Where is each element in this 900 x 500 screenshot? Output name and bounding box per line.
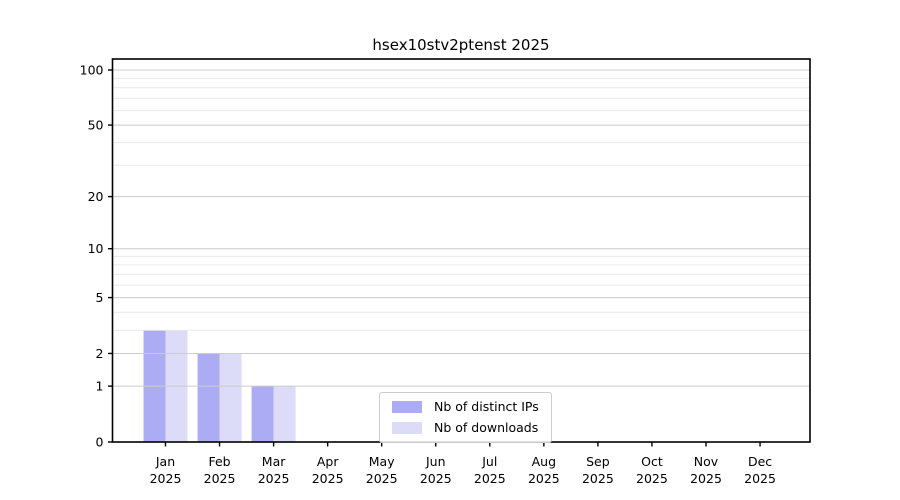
y-tick-label: 50 (88, 118, 104, 133)
y-tick-label: 100 (80, 63, 104, 78)
bar (197, 353, 220, 442)
bar (273, 386, 296, 442)
bar (219, 353, 242, 442)
x-tick-label: Nov (694, 454, 719, 469)
legend: Nb of distinct IPs Nb of downloads (379, 392, 552, 443)
x-tick-year-label: 2025 (258, 471, 290, 486)
x-tick-year-label: 2025 (204, 471, 236, 486)
x-tick-year-label: 2025 (366, 471, 398, 486)
bar (251, 386, 274, 442)
x-tick-year-label: 2025 (690, 471, 722, 486)
x-tick-year-label: 2025 (528, 471, 560, 486)
legend-item: Nb of distinct IPs (392, 399, 539, 415)
x-tick-label: Jul (481, 454, 497, 469)
x-tick-label: Feb (208, 454, 230, 469)
legend-item: Nb of downloads (392, 420, 539, 436)
y-tick-label: 1 (96, 379, 104, 394)
legend-swatch-icon (392, 401, 422, 413)
x-tick-label: Mar (262, 454, 286, 469)
x-tick-year-label: 2025 (582, 471, 614, 486)
x-tick-label: May (369, 454, 395, 469)
x-tick-year-label: 2025 (636, 471, 668, 486)
x-tick-label: Jan (155, 454, 175, 469)
x-tick-label: Dec (748, 454, 772, 469)
legend-swatch-icon (392, 422, 422, 434)
y-tick-label: 5 (96, 290, 104, 305)
x-tick-year-label: 2025 (420, 471, 452, 486)
y-tick-label: 10 (88, 241, 104, 256)
x-tick-label: Aug (532, 454, 556, 469)
x-tick-label: Apr (317, 454, 339, 469)
x-tick-label: Jun (425, 454, 446, 469)
x-tick-year-label: 2025 (312, 471, 344, 486)
x-tick-label: Oct (641, 454, 663, 469)
x-tick-year-label: 2025 (150, 471, 182, 486)
x-tick-label: Sep (586, 454, 610, 469)
legend-label: Nb of distinct IPs (434, 399, 539, 414)
x-tick-year-label: 2025 (474, 471, 506, 486)
y-tick-label: 0 (96, 435, 104, 450)
x-tick-year-label: 2025 (744, 471, 776, 486)
legend-label: Nb of downloads (434, 420, 539, 435)
y-tick-label: 20 (88, 189, 104, 204)
y-tick-label: 2 (96, 346, 104, 361)
chart-title: hsex10stv2ptenst 2025 (372, 36, 550, 54)
